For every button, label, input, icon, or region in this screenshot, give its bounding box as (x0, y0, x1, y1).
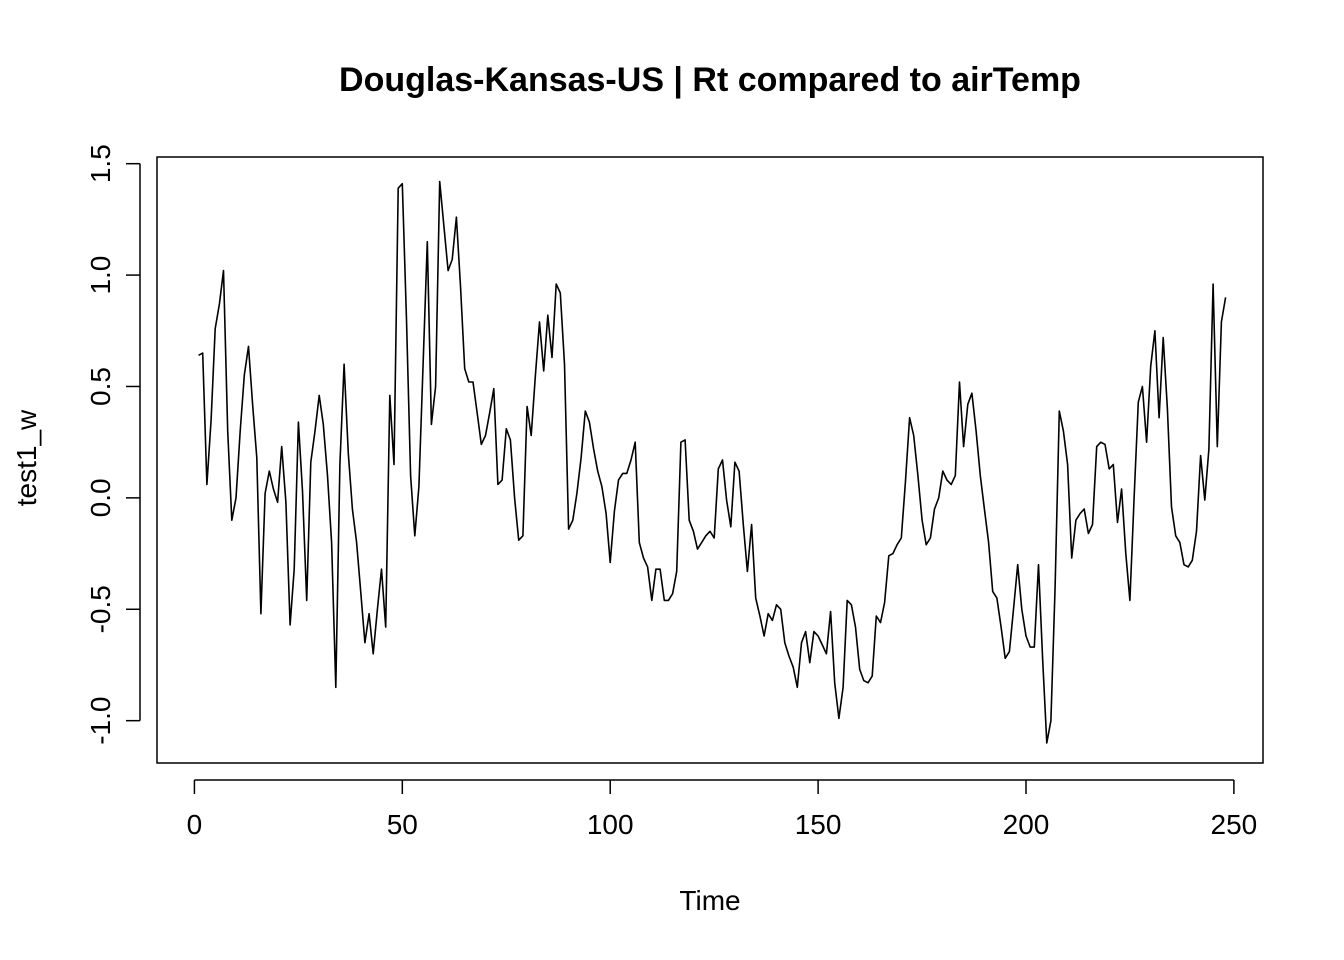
y-tick-label: 0.5 (85, 367, 116, 406)
y-axis-label: test1_w (11, 409, 42, 506)
y-tick-label: 1.5 (85, 144, 116, 183)
chart-title: Douglas-Kansas-US | Rt compared to airTe… (339, 61, 1081, 99)
y-axis: -1.0 -0.5 0.0 0.5 1.0 1.5 (85, 144, 141, 745)
x-axis-label: Time (679, 885, 740, 916)
x-tick-label: 250 (1211, 809, 1258, 840)
x-tick-label: 150 (795, 809, 842, 840)
x-axis: 0 50 100 150 200 250 (187, 779, 1258, 840)
series-line (198, 180, 1227, 744)
y-tick-label: -0.5 (85, 585, 116, 633)
y-tick-label: -1.0 (85, 697, 116, 745)
x-tick-label: 100 (587, 809, 634, 840)
x-tick-label: 50 (387, 809, 418, 840)
y-tick-label: 0.0 (85, 478, 116, 517)
y-tick-label: 1.0 (85, 256, 116, 295)
x-tick-label: 200 (1003, 809, 1050, 840)
plot-frame (156, 156, 1264, 764)
x-tick-label: 0 (187, 809, 203, 840)
